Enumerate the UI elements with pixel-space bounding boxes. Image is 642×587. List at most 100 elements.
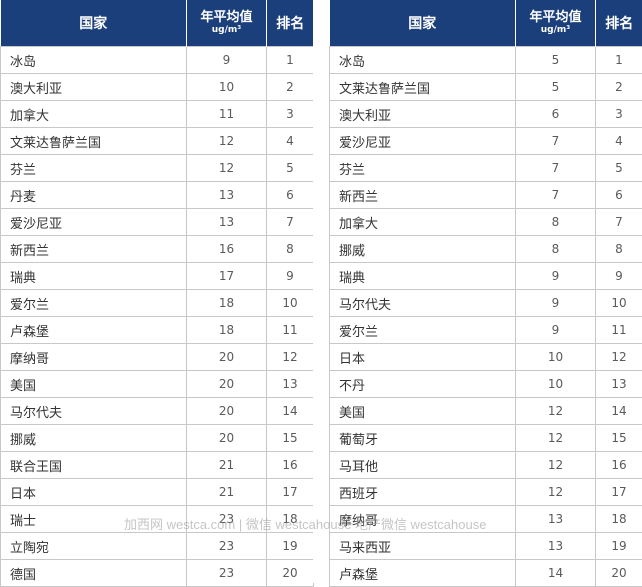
right-country-cell: 日本	[330, 344, 516, 371]
right-value-cell: 5	[516, 47, 596, 74]
right-header-value-unit: ug/m³	[516, 25, 595, 36]
left-country-cell: 加拿大	[1, 101, 187, 128]
right-header-rank: 排名	[596, 0, 642, 47]
right-country-cell: 卢森堡	[330, 560, 516, 587]
right-header-value-label: 年平均值	[516, 10, 595, 25]
right-rank-cell: 9	[596, 263, 642, 290]
left-value-cell: 21	[187, 479, 267, 506]
right-rank-cell: 13	[596, 371, 642, 398]
right-value-cell: 12	[516, 425, 596, 452]
left-rank-cell: 14	[267, 398, 314, 425]
left-rank-cell: 18	[267, 506, 314, 533]
left-country-cell: 瑞典	[1, 263, 187, 290]
left-country-cell: 澳大利亚	[1, 74, 187, 101]
left-header-rank: 排名	[267, 0, 314, 47]
right-rank-cell: 2	[596, 74, 642, 101]
right-value-cell: 13	[516, 533, 596, 560]
right-rank-cell: 10	[596, 290, 642, 317]
right-country-cell: 摩纳哥	[330, 506, 516, 533]
right-value-cell: 6	[516, 101, 596, 128]
left-header-country: 国家	[1, 0, 187, 47]
left-value-cell: 16	[187, 236, 267, 263]
right-rank-cell: 17	[596, 479, 642, 506]
right-rank-cell: 20	[596, 560, 642, 587]
right-country-cell: 马来西亚	[330, 533, 516, 560]
right-value-cell: 12	[516, 479, 596, 506]
left-value-cell: 13	[187, 209, 267, 236]
left-country-cell: 德国	[1, 560, 187, 587]
right-rank-cell: 4	[596, 128, 642, 155]
right-value-cell: 7	[516, 155, 596, 182]
right-rank-cell: 14	[596, 398, 642, 425]
right-rank-cell: 12	[596, 344, 642, 371]
left-value-cell: 20	[187, 371, 267, 398]
left-country-cell: 美国	[1, 371, 187, 398]
right-rank-cell: 5	[596, 155, 642, 182]
left-country-cell: 文莱达鲁萨兰国	[1, 128, 187, 155]
right-value-cell: 9	[516, 290, 596, 317]
left-rank-cell: 8	[267, 236, 314, 263]
left-rank-cell: 4	[267, 128, 314, 155]
right-value-cell: 5	[516, 74, 596, 101]
left-rank-cell: 9	[267, 263, 314, 290]
left-rank-cell: 20	[267, 560, 314, 587]
left-header-value-unit: ug/m³	[187, 25, 266, 36]
left-country-cell: 摩纳哥	[1, 344, 187, 371]
right-value-cell: 13	[516, 506, 596, 533]
left-value-cell: 18	[187, 317, 267, 344]
left-value-cell: 20	[187, 398, 267, 425]
left-country-cell: 芬兰	[1, 155, 187, 182]
left-rank-cell: 19	[267, 533, 314, 560]
left-value-cell: 13	[187, 182, 267, 209]
right-header-value: 年平均值 ug/m³	[516, 0, 596, 47]
right-country-cell: 美国	[330, 398, 516, 425]
left-country-cell: 日本	[1, 479, 187, 506]
left-rank-cell: 3	[267, 101, 314, 128]
left-value-cell: 11	[187, 101, 267, 128]
right-rank-cell: 3	[596, 101, 642, 128]
right-country-cell: 冰岛	[330, 47, 516, 74]
left-value-cell: 12	[187, 128, 267, 155]
left-header-value: 年平均值 ug/m³	[187, 0, 267, 47]
left-value-cell: 21	[187, 452, 267, 479]
left-rank-cell: 16	[267, 452, 314, 479]
right-value-cell: 9	[516, 317, 596, 344]
left-header-value-label: 年平均值	[187, 10, 266, 25]
right-header-country: 国家	[330, 0, 516, 47]
left-rank-cell: 5	[267, 155, 314, 182]
right-country-cell: 加拿大	[330, 209, 516, 236]
right-country-cell: 澳大利亚	[330, 101, 516, 128]
right-table-header-row: 国家 年平均值 ug/m³ 排名	[330, 0, 642, 47]
right-value-cell: 12	[516, 398, 596, 425]
right-country-cell: 瑞典	[330, 263, 516, 290]
left-country-cell: 联合王国	[1, 452, 187, 479]
left-value-cell: 20	[187, 425, 267, 452]
left-rank-cell: 13	[267, 371, 314, 398]
right-value-cell: 14	[516, 560, 596, 587]
left-value-cell: 17	[187, 263, 267, 290]
left-country-cell: 爱尔兰	[1, 290, 187, 317]
right-value-cell: 12	[516, 452, 596, 479]
left-country-cell: 挪威	[1, 425, 187, 452]
